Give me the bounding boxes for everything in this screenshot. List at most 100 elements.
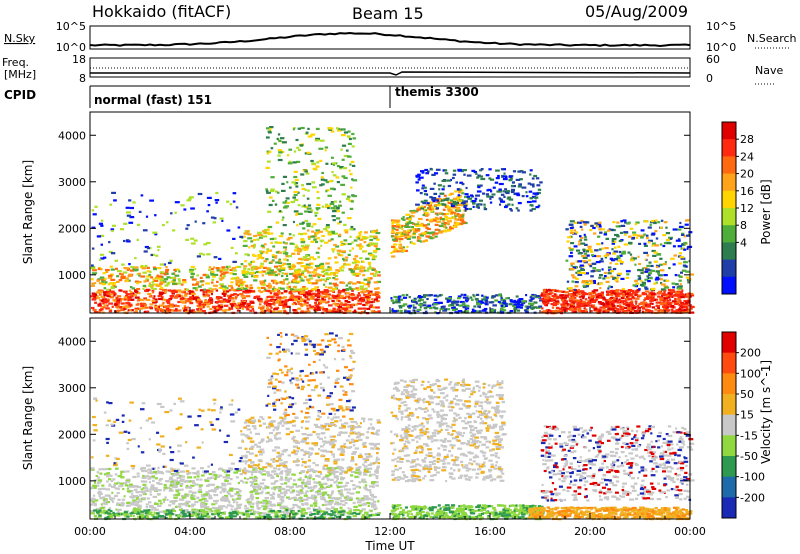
range-gate-cell — [154, 298, 158, 301]
nave-tick-top: 60 — [706, 53, 720, 66]
range-gate-cell — [292, 128, 295, 131]
range-gate-cell — [689, 311, 695, 314]
range-gate-cell — [157, 471, 162, 474]
range-gate-cell — [331, 215, 336, 218]
range-gate-cell — [111, 292, 116, 295]
range-gate-cell — [583, 250, 586, 253]
range-gate-cell — [433, 192, 438, 195]
range-gate-cell — [347, 195, 351, 198]
range-gate-cell — [453, 206, 457, 209]
range-gate-cell — [98, 468, 102, 471]
range-gate-cell — [395, 233, 399, 236]
range-gate-cell — [499, 203, 502, 206]
range-gate-cell — [607, 287, 610, 290]
range-gate-cell — [438, 229, 441, 232]
range-gate-cell — [198, 252, 203, 255]
range-gate-cell — [225, 290, 230, 293]
range-gate-cell — [369, 301, 374, 304]
range-gate-cell — [305, 172, 310, 175]
range-gate-cell — [629, 289, 635, 292]
colorbar-swatch — [722, 139, 736, 157]
range-gate-cell — [395, 298, 400, 301]
range-gate-cell — [502, 168, 506, 171]
colorbar-swatch — [722, 242, 736, 261]
range-gate-cell — [473, 295, 476, 298]
range-gate-cell — [606, 276, 610, 279]
range-gate-cell — [674, 297, 677, 300]
range-gate-cell — [678, 293, 682, 296]
range-gate-cell — [590, 250, 594, 253]
range-gate-cell — [117, 498, 121, 501]
range-gate-cell — [111, 229, 114, 233]
range-gate-cell — [331, 156, 334, 159]
range-gate-cell — [304, 482, 307, 485]
range-gate-cell — [196, 255, 201, 258]
range-gate-cell — [584, 298, 588, 301]
range-gate-cell — [275, 251, 279, 254]
range-gate-cell — [185, 486, 190, 489]
range-gate-cell — [556, 302, 559, 305]
range-gate-cell — [186, 199, 192, 202]
range-gate-cell — [91, 282, 94, 285]
range-gate-cell — [341, 134, 346, 137]
range-gate-cell — [331, 299, 335, 302]
range-gate-cell — [338, 296, 344, 299]
range-gate-cell — [262, 246, 266, 249]
range-gate-cell — [619, 304, 622, 307]
range-gate-cell — [613, 240, 617, 243]
range-gate-cell — [439, 216, 443, 219]
range-gate-cell — [538, 305, 543, 308]
range-gate-cell — [666, 302, 672, 305]
range-gate-cell — [134, 257, 137, 260]
range-gate-cell — [251, 482, 254, 485]
range-gate-cell — [646, 254, 649, 257]
range-gate-cell — [374, 291, 379, 294]
range-gate-cell — [337, 300, 341, 303]
range-gate-cell — [542, 298, 548, 301]
range-gate-cell — [335, 245, 340, 248]
range-gate-cell — [249, 305, 253, 309]
range-gate-cell — [304, 210, 309, 213]
range-gate-cell — [185, 227, 189, 230]
nsearch-tick-top: 10^5 — [706, 20, 736, 33]
range-gate-cell — [437, 231, 443, 234]
range-gate-cell — [489, 197, 492, 200]
range-gate-cell — [369, 493, 375, 496]
range-gate-cell — [612, 221, 616, 224]
range-gate-cell — [257, 297, 262, 300]
range-gate-cell — [398, 246, 404, 249]
range-gate-cell — [110, 268, 115, 271]
range-gate-cell — [632, 234, 638, 237]
range-gate-cell — [454, 218, 458, 221]
range-gate-cell — [608, 301, 614, 304]
range-gate-cell — [320, 472, 323, 475]
range-gate-cell — [208, 473, 213, 476]
range-gate-cell — [258, 271, 264, 274]
range-gate-cell — [581, 300, 586, 303]
range-gate-cell — [292, 265, 296, 268]
range-gate-cell — [431, 207, 435, 210]
range-gate-cell — [307, 204, 312, 207]
range-gate-cell — [349, 287, 353, 291]
range-gate-cell — [143, 250, 148, 253]
range-gate-cell — [367, 298, 371, 301]
range-gate-cell — [443, 229, 447, 232]
range-gate-cell — [434, 311, 437, 314]
range-gate-cell — [202, 295, 207, 298]
range-gate-cell — [272, 286, 276, 289]
range-gate-cell — [146, 266, 150, 269]
range-gate-cell — [457, 295, 462, 298]
colorbar-swatch — [722, 173, 736, 192]
range-gate-cell — [553, 293, 557, 296]
range-gate-cell — [651, 306, 655, 309]
range-gate-cell — [395, 228, 399, 231]
range-gate-cell — [243, 477, 246, 480]
range-gate-cell — [684, 295, 687, 298]
range-gate-cell — [644, 258, 647, 261]
range-gate-cell — [278, 235, 284, 238]
range-gate-cell — [462, 302, 465, 305]
range-gate-cell — [280, 495, 285, 498]
range-gate-cell — [270, 289, 276, 292]
range-gate-cell — [547, 295, 551, 298]
range-gate-cell — [602, 304, 607, 307]
